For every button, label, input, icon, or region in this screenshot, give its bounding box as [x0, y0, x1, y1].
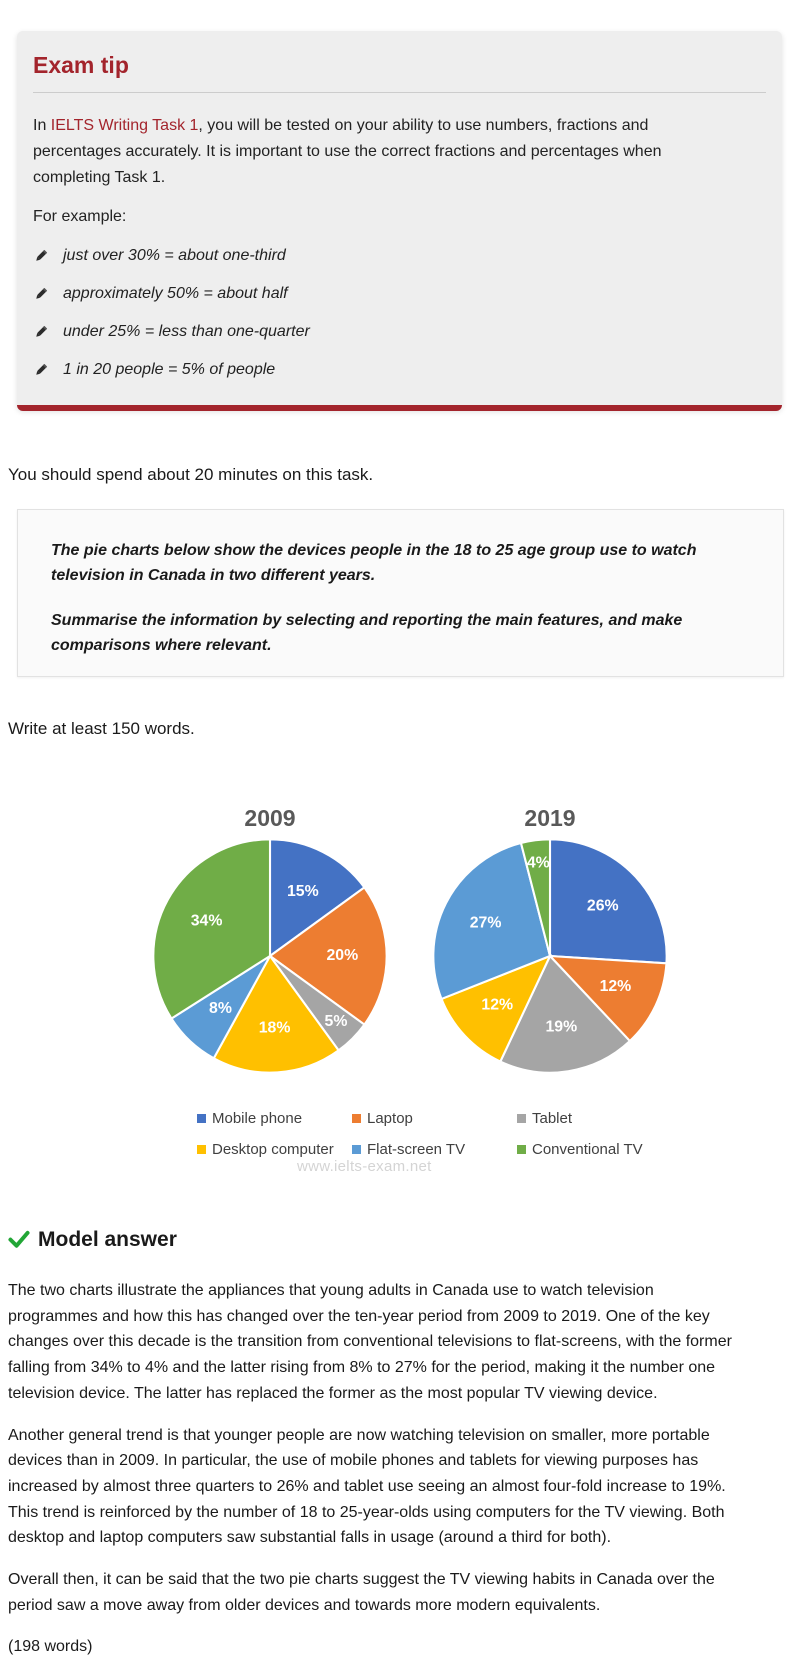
svg-text:12%: 12% [600, 978, 632, 995]
svg-text:34%: 34% [191, 912, 223, 929]
svg-text:19%: 19% [545, 1019, 577, 1036]
svg-text:4%: 4% [527, 855, 550, 872]
svg-text:18%: 18% [259, 1019, 291, 1036]
svg-text:15%: 15% [287, 883, 319, 900]
svg-text:26%: 26% [587, 898, 619, 915]
svg-text:27%: 27% [470, 914, 502, 931]
svg-text:20%: 20% [326, 947, 358, 964]
svg-text:5%: 5% [325, 1013, 348, 1030]
svg-text:8%: 8% [209, 1000, 232, 1017]
svg-text:12%: 12% [481, 997, 513, 1014]
